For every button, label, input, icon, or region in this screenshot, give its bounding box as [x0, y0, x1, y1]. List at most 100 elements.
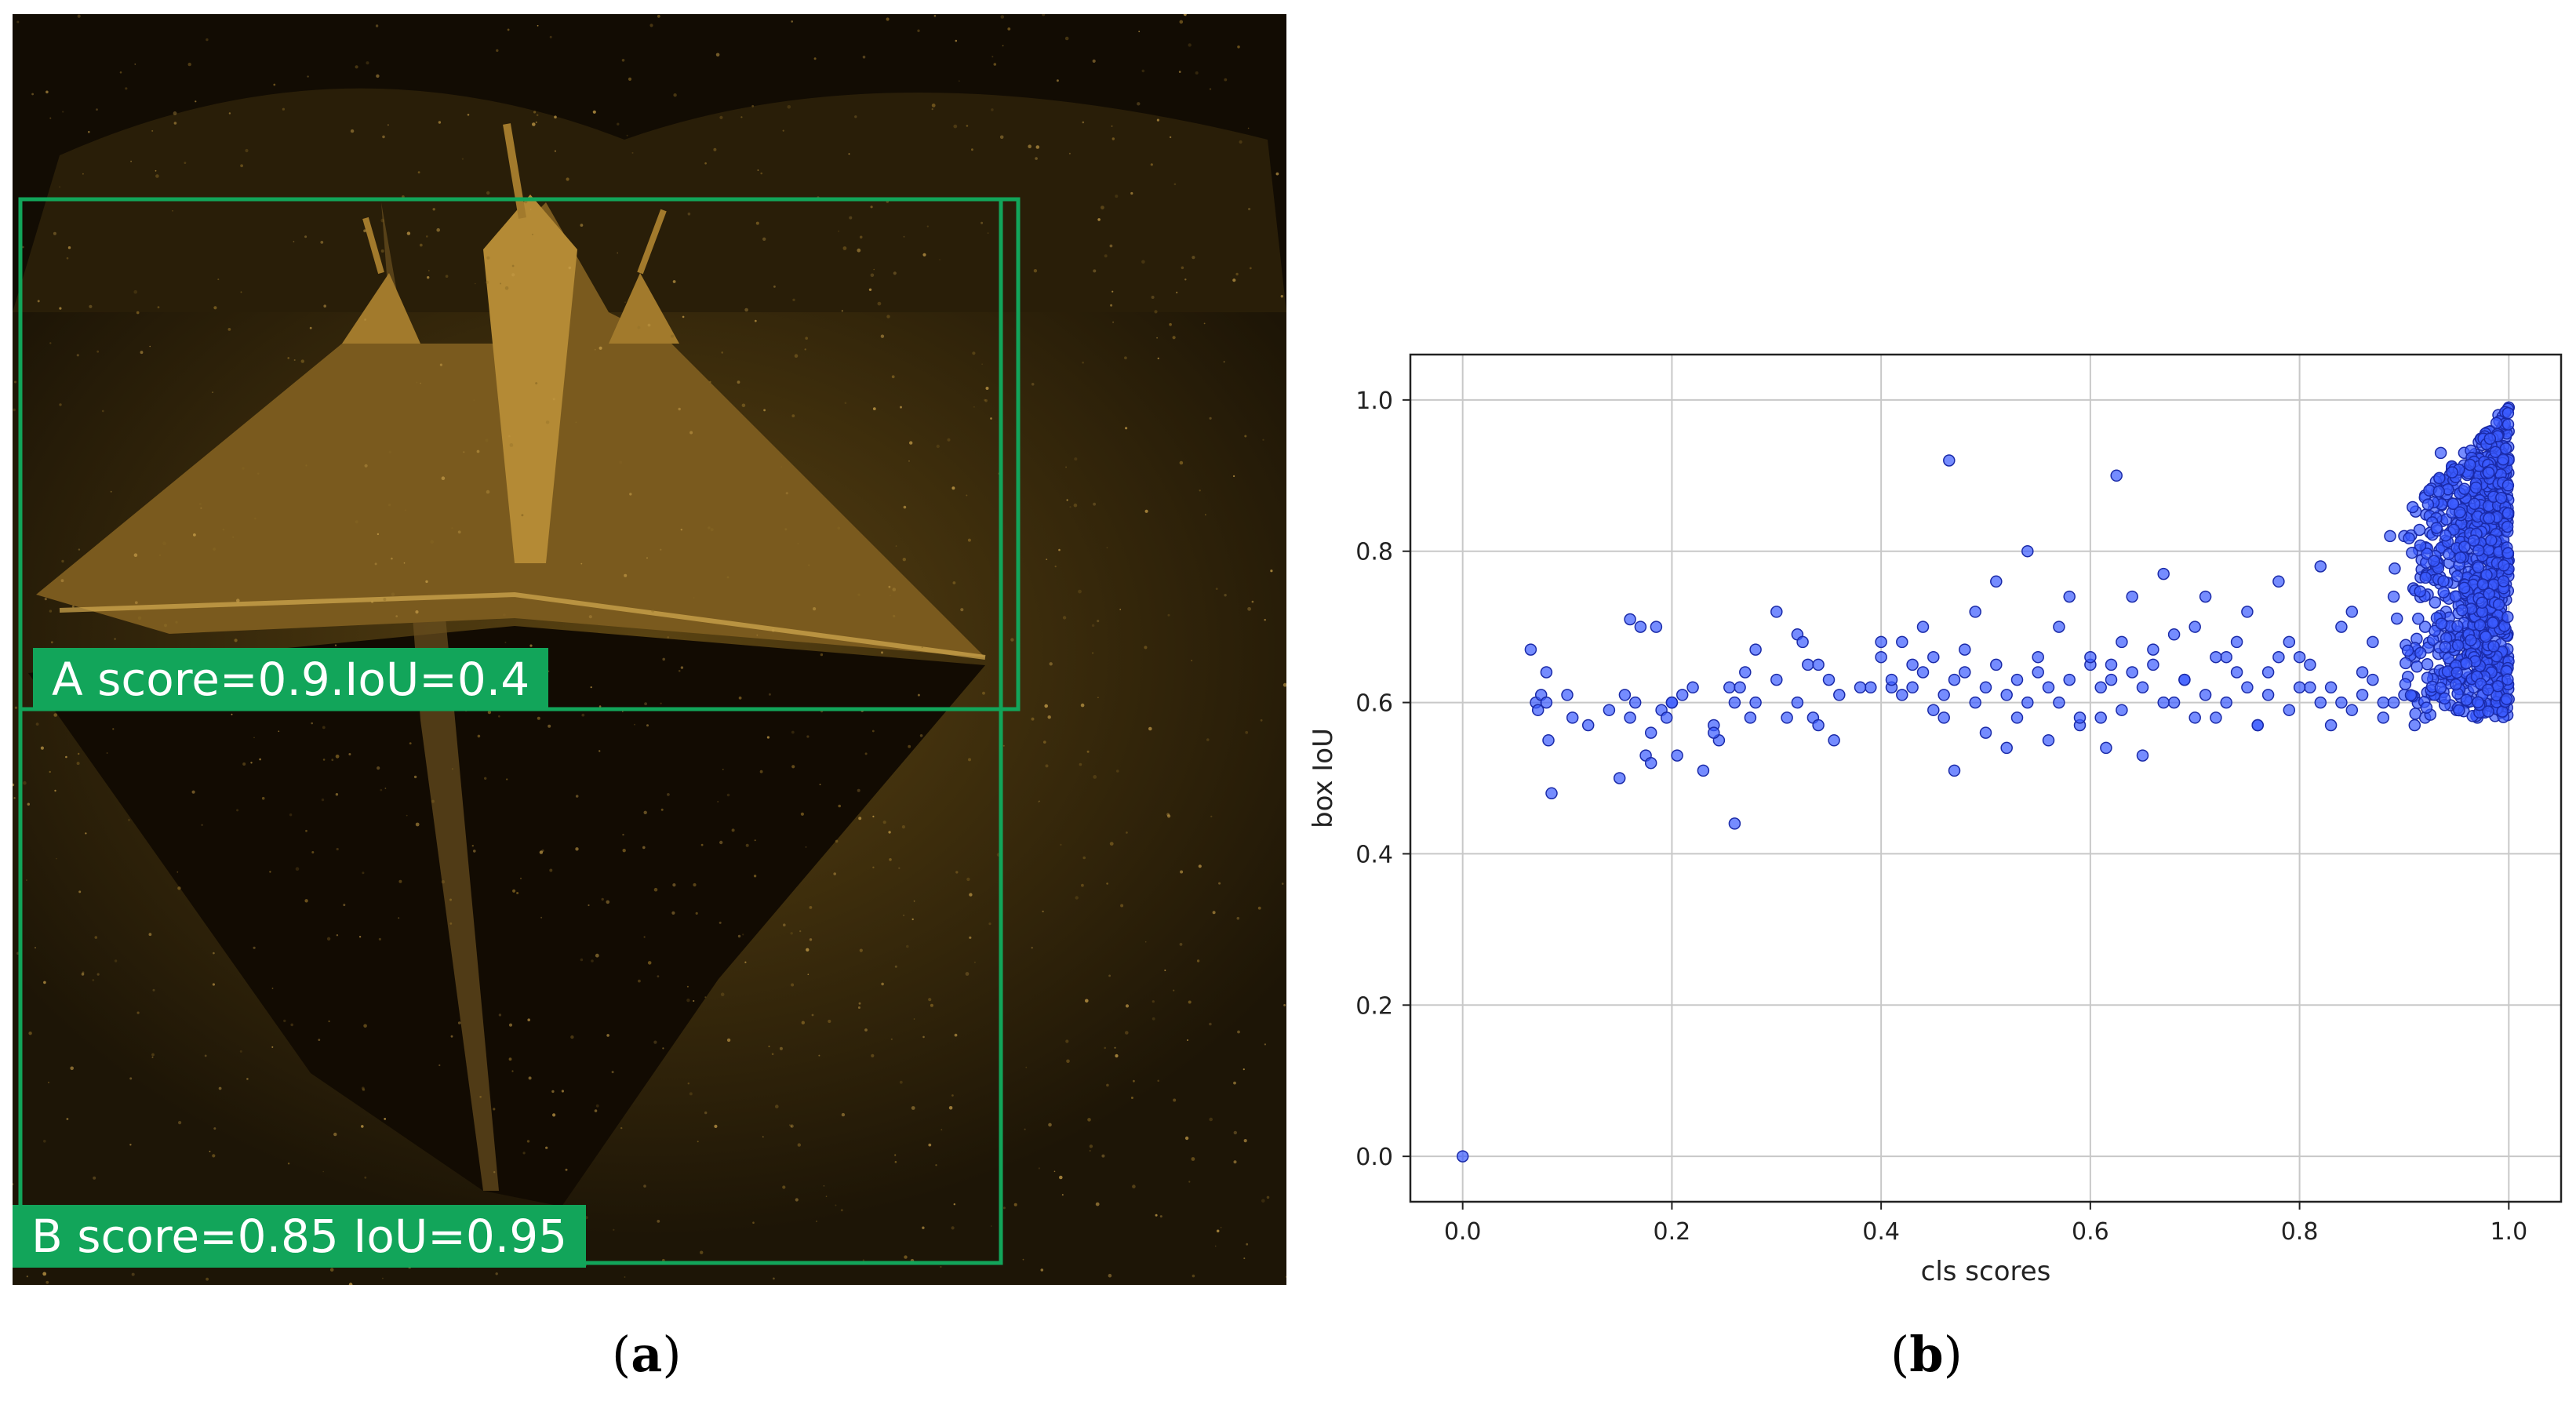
speckle-dot [493, 1171, 496, 1174]
speckle-dot [1085, 999, 1089, 1003]
speckle-dot [430, 540, 434, 544]
speckle-dot [672, 883, 676, 887]
speckle-dot [893, 614, 896, 618]
speckle-dot [904, 1255, 908, 1259]
speckle-dot [754, 839, 756, 842]
scatter-point [1906, 681, 1919, 694]
speckle-dot [1214, 1245, 1217, 1247]
speckle-dot [741, 403, 746, 408]
scatter-point [1927, 704, 1940, 716]
speckle-dot [173, 111, 177, 115]
speckle-dot [797, 1143, 801, 1147]
speckle-dot [509, 443, 514, 447]
scatter-point [1770, 606, 1783, 618]
speckle-dot [936, 444, 941, 449]
scatter-point [2437, 575, 2450, 588]
speckle-dot [969, 936, 972, 939]
speckle-dot [1195, 71, 1199, 75]
speckle-dot [129, 1077, 133, 1080]
speckle-dot [387, 124, 389, 126]
speckle-dot [805, 846, 807, 848]
speckle-dot [1188, 43, 1192, 47]
speckle-dot [580, 562, 583, 565]
speckle-dot [62, 111, 64, 113]
speckle-dot [984, 398, 988, 402]
speckle-dot [322, 1170, 325, 1173]
speckle-dot [457, 1021, 461, 1024]
speckle-dot [726, 1038, 731, 1043]
scatter-point [2458, 482, 2471, 495]
speckle-dot [588, 904, 590, 907]
speckle-dot [973, 406, 975, 408]
speckle-dot [881, 982, 884, 986]
speckle-dot [1062, 616, 1067, 620]
scatter-point [2272, 575, 2285, 588]
speckle-dot [59, 307, 62, 310]
speckle-dot [96, 973, 100, 976]
speckle-dot [1095, 1202, 1100, 1206]
sonar-image [13, 14, 1286, 1285]
sonar-speckle [13, 14, 1286, 1285]
scatter-point [1916, 620, 1930, 633]
speckle-dot [136, 311, 140, 315]
speckle-dot [779, 1046, 783, 1050]
speckle-dot [364, 318, 366, 321]
speckle-dot [922, 253, 926, 257]
scatter-point [1744, 711, 1757, 724]
speckle-dot [504, 286, 509, 290]
scatter-point [2367, 635, 2379, 649]
speckle-dot [768, 693, 771, 696]
speckle-dot [271, 1046, 274, 1048]
scatter-point [2501, 520, 2514, 533]
speckle-dot [522, 1152, 526, 1155]
speckle-dot [731, 828, 735, 832]
speckle-dot [780, 466, 783, 468]
scatter-point [2404, 689, 2418, 701]
speckle-dot [486, 489, 490, 494]
speckle-dot [762, 1136, 764, 1137]
speckle-dot [947, 438, 951, 442]
scatter-point [1906, 658, 1919, 671]
speckle-dot [526, 1140, 530, 1143]
scatter-point [2230, 635, 2243, 649]
x-tick-label: 0.6 [2072, 1218, 2109, 1246]
speckle-dot [1209, 417, 1212, 420]
speckle-dot [66, 257, 69, 260]
speckle-dot [1249, 267, 1252, 270]
scatter-point [1802, 658, 1814, 671]
scatter-point [2482, 466, 2495, 479]
speckle-dot [787, 105, 791, 109]
speckle-dot [1198, 864, 1202, 868]
speckle-dot [419, 243, 423, 247]
speckle-dot [1148, 726, 1152, 731]
scatter-point [1566, 711, 1579, 724]
speckle-dot [467, 114, 470, 116]
scatter-point [2384, 529, 2396, 543]
speckle-dot [85, 832, 87, 835]
speckle-dot [49, 770, 51, 773]
scatter-point [2063, 590, 2076, 603]
speckle-dot [378, 937, 381, 941]
scatter-point [2403, 532, 2415, 544]
speckle-dot [495, 1272, 498, 1275]
speckle-dot [1144, 941, 1147, 943]
speckle-dot [1039, 800, 1040, 802]
speckle-dot [903, 505, 907, 509]
scatter-point [2442, 652, 2455, 664]
scatter-point [2094, 681, 2107, 694]
speckle-dot [868, 288, 872, 291]
speckle-dot [622, 711, 624, 712]
speckle-dot [232, 536, 235, 538]
speckle-dot [693, 597, 695, 599]
speckle-dot [413, 775, 417, 779]
speckle-dot [191, 790, 195, 794]
speckle-dot [364, 464, 368, 468]
speckle-dot [1167, 814, 1171, 818]
speckle-dot [931, 104, 936, 107]
speckle-dot [49, 117, 52, 119]
speckle-dot [1038, 801, 1040, 802]
scatter-point [2497, 453, 2509, 466]
speckle-dot [744, 307, 748, 312]
speckle-dot [935, 1164, 937, 1166]
speckle-dot [305, 464, 307, 467]
